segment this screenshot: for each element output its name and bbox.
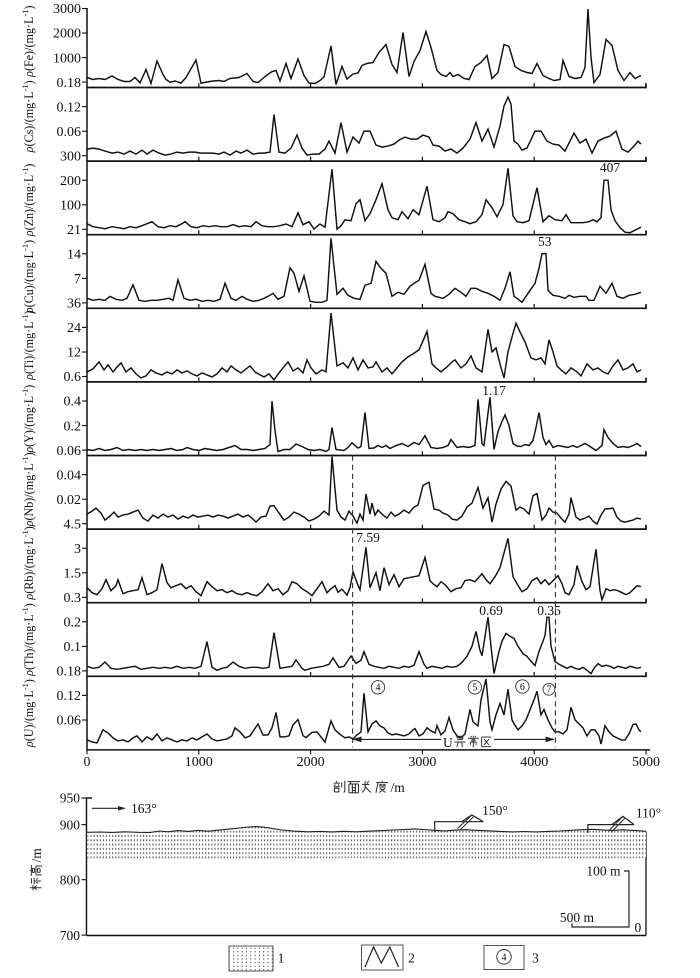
svg-text:0.4: 0.4: [64, 395, 82, 410]
svg-text:5: 5: [472, 683, 477, 694]
svg-text:/m: /m: [391, 780, 406, 795]
svg-text:1000: 1000: [185, 755, 213, 770]
svg-text:0.06: 0.06: [57, 125, 82, 140]
svg-text:0: 0: [84, 755, 91, 770]
svg-text:0.04: 0.04: [57, 468, 82, 483]
svg-text:2000: 2000: [53, 27, 81, 42]
svg-text:14: 14: [67, 248, 81, 263]
svg-text:0.1: 0.1: [64, 640, 82, 655]
svg-text:3: 3: [532, 951, 539, 966]
svg-text:0.02: 0.02: [57, 493, 82, 508]
svg-text:800: 800: [60, 872, 81, 887]
svg-text:5000: 5000: [632, 755, 660, 770]
svg-text:150°: 150°: [482, 803, 508, 818]
svg-text:/m: /m: [29, 848, 44, 863]
svg-text:ρ(Nb)/(mg·L-1): ρ(Nb)/(mg·L-1): [20, 452, 36, 527]
svg-text:163°: 163°: [131, 801, 157, 816]
svg-text:0.12: 0.12: [57, 689, 82, 704]
svg-text:407: 407: [600, 160, 621, 175]
svg-text:500 m: 500 m: [560, 910, 595, 925]
svg-text:4: 4: [376, 683, 381, 694]
svg-text:3: 3: [74, 542, 81, 557]
svg-text:0.2: 0.2: [64, 616, 82, 631]
svg-text:1.17: 1.17: [482, 383, 506, 398]
svg-text:4.5: 4.5: [64, 517, 82, 532]
svg-text:36: 36: [67, 297, 81, 312]
svg-text:7: 7: [546, 685, 551, 696]
svg-text:6: 6: [520, 682, 525, 693]
svg-text:3000: 3000: [53, 2, 81, 17]
svg-text:0.18: 0.18: [57, 665, 82, 680]
svg-text:U: U: [443, 735, 453, 750]
svg-text:0.06: 0.06: [57, 444, 82, 459]
svg-text:7.59: 7.59: [356, 530, 380, 545]
svg-text:0: 0: [635, 920, 642, 935]
svg-text:2: 2: [408, 951, 415, 966]
svg-text:950: 950: [60, 791, 81, 806]
svg-text:0.35: 0.35: [537, 603, 561, 618]
svg-text:24: 24: [67, 321, 81, 336]
svg-text:3000: 3000: [408, 755, 436, 770]
svg-text:1: 1: [278, 951, 285, 966]
svg-text:100 m: 100 m: [586, 864, 621, 879]
svg-text:900: 900: [60, 817, 81, 832]
svg-text:700: 700: [60, 928, 81, 943]
svg-text:300: 300: [60, 149, 81, 164]
svg-text:110°: 110°: [636, 805, 661, 820]
svg-text:1000: 1000: [53, 51, 81, 66]
svg-text:ρ(Cu)/(mg·L-1): ρ(Cu)/(mg·L-1): [20, 240, 36, 314]
svg-text:53: 53: [538, 234, 552, 249]
svg-text:4000: 4000: [520, 755, 548, 770]
svg-text:ρ(Rb)/(mg·L-1): ρ(Rb)/(mg·L-1): [20, 526, 36, 600]
svg-text:4: 4: [502, 953, 507, 964]
svg-text:21: 21: [67, 223, 81, 238]
svg-text:0.12: 0.12: [57, 100, 82, 115]
svg-text:0.6: 0.6: [64, 370, 82, 385]
svg-text:0.06: 0.06: [57, 714, 82, 729]
svg-text:0.69: 0.69: [479, 603, 503, 618]
svg-text:200: 200: [60, 174, 81, 189]
svg-text:2000: 2000: [297, 755, 325, 770]
svg-text:7: 7: [74, 272, 81, 287]
svg-text:12: 12: [67, 346, 81, 361]
svg-text:100: 100: [60, 199, 81, 214]
svg-text:0.2: 0.2: [64, 419, 82, 434]
svg-text:1.5: 1.5: [64, 567, 82, 582]
svg-text:0.3: 0.3: [64, 591, 82, 606]
svg-text:0.18: 0.18: [57, 76, 82, 91]
